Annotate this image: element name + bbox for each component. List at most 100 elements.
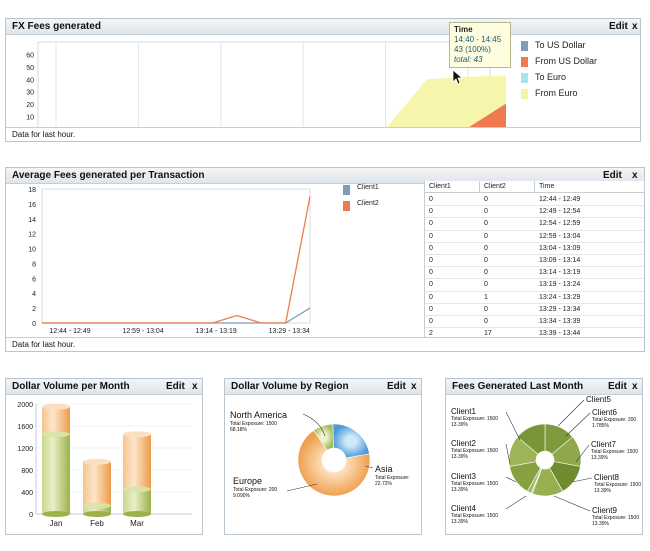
edit-button[interactable]: Edit: [609, 21, 628, 32]
leader-line: [575, 444, 590, 463]
table-cell: 0: [484, 257, 488, 264]
detail-percent: 68.18%: [230, 427, 247, 433]
legend-swatch: [521, 57, 528, 67]
close-button[interactable]: x: [192, 381, 198, 392]
column-header-client2[interactable]: Client2: [480, 181, 535, 193]
y-tick-label: 60: [26, 52, 34, 59]
table-header: Client1 Client2 Time: [425, 181, 645, 193]
table-cell: 13:14 - 13:19: [539, 269, 581, 277]
mouse-cursor-icon: [452, 69, 464, 85]
chart-tooltip: Time 14:40 - 14:45 43 (100%) total: 43: [449, 22, 511, 68]
table-cell: 0: [484, 269, 488, 277]
table-cell: 0: [429, 293, 433, 301]
y-tick-label: 30: [26, 90, 34, 97]
x-tick-label: 13:29 - 13:34: [269, 328, 310, 335]
table-cell: 0: [484, 281, 488, 289]
close-button[interactable]: x: [632, 170, 638, 181]
table-cell: 0: [429, 257, 433, 264]
region-label-europe: Europe: [233, 476, 263, 486]
legend-swatch: [343, 201, 350, 211]
region-detail-north-america: Total Exposure: 1500 68.18%: [230, 421, 277, 433]
bar-joint: [83, 502, 111, 509]
pie-slice-0: [297, 429, 371, 497]
table-cell: 0: [429, 244, 433, 252]
leader-line: [565, 412, 591, 437]
client-label-6: Client6 Total Exposure: 200 1.785%: [592, 408, 636, 429]
series-line-client2: [42, 196, 311, 324]
client-name: Client6: [592, 408, 617, 417]
bar-joint: [42, 431, 70, 438]
avg-fees-titlebar[interactable]: Average Fees generated per Transaction E…: [6, 168, 644, 184]
table-row[interactable]: 0 0 12:49 - 12:54: [425, 206, 644, 219]
client-label-2: Client2 Total Exposure: 1500 13.39%: [451, 439, 498, 460]
region-volume-titlebar[interactable]: Dollar Volume by Region Edit x: [225, 379, 421, 395]
panel-title: FX Fees generated: [12, 21, 101, 32]
leader-line: [505, 443, 511, 465]
legend-label: From Euro: [535, 88, 578, 98]
client-detail: Total Exposure: 1500: [451, 448, 498, 454]
table-cell: 0: [484, 232, 488, 240]
client-name: Client7: [591, 440, 616, 449]
region-detail-asia: Total Exposure: 22.72%: [375, 475, 409, 487]
table-row[interactable]: 0 0 12:44 - 12:49: [425, 194, 644, 207]
table-cell: 0: [429, 232, 433, 240]
close-button[interactable]: x: [411, 381, 417, 392]
table-row[interactable]: 0 0 13:14 - 13:19: [425, 267, 644, 280]
table-row[interactable]: 0 0 13:04 - 13:09: [425, 243, 644, 255]
month-volume-titlebar[interactable]: Dollar Volume per Month Edit x: [6, 379, 202, 395]
plot-area: [41, 188, 311, 324]
panel-footer: Data for last hour.: [6, 127, 640, 141]
detail-percent: 22.72%: [375, 481, 392, 487]
edit-button[interactable]: Edit: [387, 381, 406, 392]
client-label-3: Client3 Total Exposure: 1500 13.39%: [451, 472, 498, 493]
y-tick-label: 20: [26, 102, 34, 109]
client-detail: 13.39%: [451, 454, 468, 460]
leader-line: [364, 465, 374, 469]
close-button[interactable]: x: [632, 381, 638, 392]
table-cell: 0: [484, 244, 488, 252]
y-tick-label: 10: [26, 115, 34, 122]
detail-exposure: Total Exposure: 1500: [230, 421, 277, 427]
table-row[interactable]: 0 0 12:59 - 13:04: [425, 231, 644, 243]
column-header-client1[interactable]: Client1: [425, 181, 480, 193]
close-button[interactable]: x: [632, 21, 638, 32]
region-volume-panel: Dollar Volume by Region Edit x North Ame…: [224, 378, 422, 535]
detail-exposure: Total Exposure:: [375, 475, 410, 481]
leader-line: [557, 399, 585, 427]
client-detail: Total Exposure: 1500: [591, 449, 638, 455]
leader-line: [505, 476, 517, 483]
table-row[interactable]: 0 0 12:54 - 12:59: [425, 218, 644, 231]
bar-green-feb: [83, 505, 111, 514]
edit-button[interactable]: Edit: [608, 381, 627, 392]
leader-line: [505, 495, 527, 510]
table-cell: 1: [484, 293, 488, 301]
bar-green-mar: [123, 489, 151, 514]
fx-fees-titlebar[interactable]: FX Fees generated Edit x: [6, 19, 640, 35]
client-label-8: Client8 Total Exposure: 1500 13.39%: [594, 473, 641, 494]
table-row[interactable]: 0 0 13:29 - 13:34: [425, 304, 644, 316]
table-row[interactable]: 0 1 13:24 - 13:29: [425, 292, 644, 304]
y-tick-label: 8: [32, 261, 36, 268]
y-tick-label: 18: [28, 187, 36, 194]
leader-line: [302, 413, 326, 437]
client-name: Client8: [594, 473, 619, 482]
x-tick-label: 13:14 - 13:19: [196, 328, 237, 335]
y-tick-label: 6: [32, 276, 36, 283]
column-header-time[interactable]: Time: [535, 181, 645, 193]
region-label-asia: Asia: [375, 464, 393, 474]
table-row[interactable]: 0 0 13:34 - 13:39: [425, 316, 644, 329]
x-tick-label: Jan: [50, 519, 63, 528]
area-series-3: [56, 75, 506, 129]
table-cell: 12:54 - 12:59: [539, 220, 581, 228]
last-month-fees-titlebar[interactable]: Fees Generated Last Month Edit x: [446, 379, 642, 395]
client-name: Client9: [592, 506, 617, 515]
legend-swatch: [343, 185, 350, 195]
table-row[interactable]: 0 0 13:09 - 13:14: [425, 255, 644, 268]
legend-swatch: [521, 89, 528, 99]
panel-title: Dollar Volume by Region: [231, 381, 349, 392]
edit-button[interactable]: Edit: [603, 170, 622, 181]
table-row[interactable]: 0 0 13:19 - 13:24: [425, 279, 644, 292]
table-cell: 13:24 - 13:29: [539, 293, 581, 301]
table-cell: 0: [429, 196, 433, 203]
edit-button[interactable]: Edit: [166, 381, 185, 392]
